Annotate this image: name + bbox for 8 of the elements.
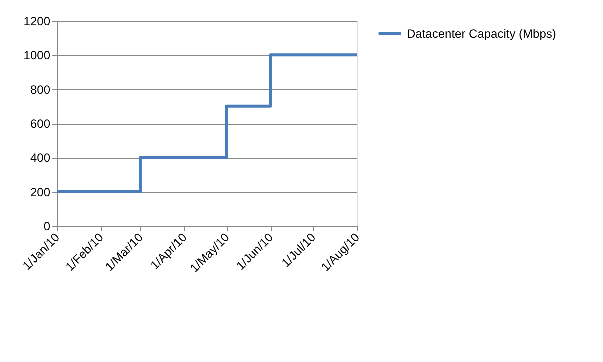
- legend-label: Datacenter Capacity (Mbps): [407, 27, 556, 41]
- y-tick-label: 400: [30, 151, 51, 166]
- y-tick-label: 200: [30, 185, 51, 200]
- y-tick-label: 0: [44, 220, 51, 234]
- y-tick-label: 1200: [24, 14, 51, 28]
- y-tick-label: 600: [30, 117, 51, 131]
- y-tick-label: 1000: [24, 48, 51, 63]
- y-tick-label: 800: [30, 82, 51, 97]
